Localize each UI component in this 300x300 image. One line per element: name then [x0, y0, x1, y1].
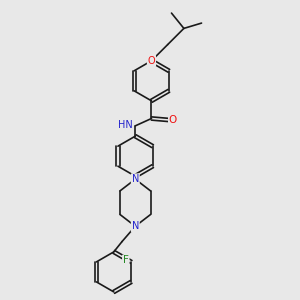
Text: O: O: [148, 56, 155, 66]
Text: F: F: [123, 255, 129, 266]
Text: HN: HN: [118, 120, 132, 130]
Text: N: N: [132, 221, 139, 231]
Text: N: N: [132, 174, 139, 184]
Text: O: O: [169, 115, 177, 125]
